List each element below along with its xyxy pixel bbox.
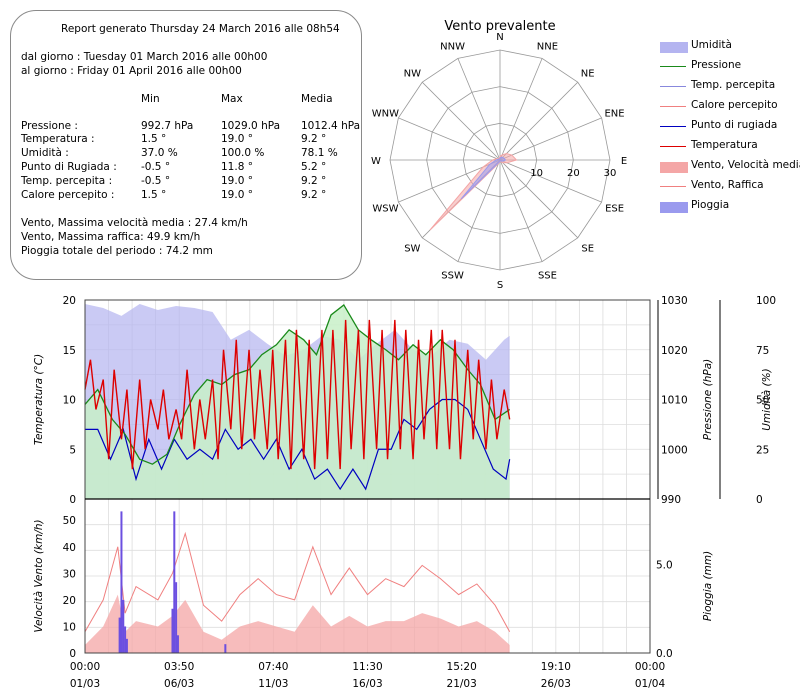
wind-rose-direction-label: SSE xyxy=(538,271,557,282)
column-header-min: Min xyxy=(141,93,160,105)
legend-item: Pioggia xyxy=(656,198,796,214)
gust-max: Vento, Massima raffica: 49.9 km/h xyxy=(21,231,201,243)
wind-rose-series xyxy=(429,152,518,231)
wind-rose-direction-label: S xyxy=(497,280,503,291)
stat-max: 1029.0 hPa xyxy=(221,120,281,132)
legend-label: Vento, Velocità media xyxy=(691,159,800,171)
column-header-max: Max xyxy=(221,93,243,105)
legend-line xyxy=(660,186,686,187)
legend-item: Temp. percepita xyxy=(656,78,796,94)
legend-item: Pressione xyxy=(656,58,796,74)
wind-rose-direction-label: WNW xyxy=(372,109,399,120)
rain-total: Pioggia totale del periodo : 74.2 mm xyxy=(21,245,213,257)
column-header-avg: Media xyxy=(301,93,333,105)
stat-max: 19.0 ° xyxy=(221,189,253,201)
stat-min: -0.5 ° xyxy=(141,175,171,187)
wind-avg-max: Vento, Massima velocità media : 27.4 km/… xyxy=(21,217,248,229)
wind-rose-direction-label: SE xyxy=(581,244,594,255)
legend-line xyxy=(660,106,686,107)
wind-rose-spoke xyxy=(499,159,543,262)
stat-max: 100.0 % xyxy=(221,147,265,159)
wind-rose-direction-label: N xyxy=(496,32,503,43)
period-to: al giorno : Friday 01 April 2016 alle 00… xyxy=(21,65,242,77)
legend-swatch xyxy=(660,42,688,53)
stat-min: 37.0 % xyxy=(141,147,178,159)
stat-label: Temperatura : xyxy=(21,133,95,145)
legend-label: Punto di rugiada xyxy=(691,119,778,131)
wind-rose-spoke xyxy=(457,58,501,161)
stat-label: Temp. percepita : xyxy=(21,175,113,187)
legend-line xyxy=(660,86,686,87)
wind-rose-spoke xyxy=(457,159,501,262)
wind-rose-direction-label: NE xyxy=(581,68,595,79)
legend-label: Calore percepito xyxy=(691,99,778,111)
wind-rose-spoke xyxy=(499,117,602,161)
stat-avg: 78.1 % xyxy=(301,147,338,159)
wind-rose-spoke xyxy=(499,159,602,203)
wind-rose-direction-label: SW xyxy=(404,244,420,255)
stat-min: 1.5 ° xyxy=(141,133,167,145)
stat-avg: 5.2 ° xyxy=(301,161,327,173)
legend-item: Vento, Velocità media xyxy=(656,158,800,174)
wind-rose-spoke xyxy=(499,58,543,161)
wind-rose-spoke xyxy=(499,159,579,239)
report-title: Report generato Thursday 24 March 2016 a… xyxy=(61,23,340,35)
wind-rose-tick-label: 20 xyxy=(567,168,580,179)
stat-avg: 9.2 ° xyxy=(301,175,327,187)
stat-max: 19.0 ° xyxy=(221,175,253,187)
stat-avg: 9.2 ° xyxy=(301,133,327,145)
legend-label: Pioggia xyxy=(691,199,730,211)
wind-rose-polygon xyxy=(460,156,507,200)
stat-min: 1.5 ° xyxy=(141,189,167,201)
legend-label: Vento, Raffica xyxy=(691,179,764,191)
wind-rose-spoke xyxy=(421,81,501,161)
wind-rose-direction-label: ENE xyxy=(604,109,624,120)
wind-rose-tick-label: 30 xyxy=(604,168,617,179)
wind-rose-direction-label: E xyxy=(621,156,627,167)
wind-rose-direction-label: ESE xyxy=(605,203,624,214)
period-from: dal giorno : Tuesday 01 March 2016 alle … xyxy=(21,51,268,63)
stat-avg: 1012.4 hPa xyxy=(301,120,361,132)
wind-rose-polygon xyxy=(429,152,518,231)
report-summary-panel: Report generato Thursday 24 March 2016 a… xyxy=(10,10,362,280)
stat-max: 11.8 ° xyxy=(221,161,253,173)
legend-swatch xyxy=(660,162,688,173)
legend-item: Punto di rugiada xyxy=(656,118,796,134)
wind-rose-direction-label: SSW xyxy=(441,271,464,282)
legend-label: Pressione xyxy=(691,59,742,71)
legend-item: Vento, Raffica xyxy=(656,178,796,194)
stat-min: 992.7 hPa xyxy=(141,120,194,132)
legend-item: Temperatura xyxy=(656,138,796,154)
legend-line xyxy=(660,66,686,67)
legend-swatch xyxy=(660,202,688,213)
stat-min: -0.5 ° xyxy=(141,161,171,173)
legend-label: Umidità xyxy=(691,39,732,51)
legend-line xyxy=(660,146,686,147)
wind-rose-spoke xyxy=(499,81,579,161)
legend-label: Temp. percepita xyxy=(691,79,776,91)
stat-avg: 9.2 ° xyxy=(301,189,327,201)
wind-rose-title: Vento prevalente xyxy=(444,19,555,34)
legend-item: Calore percepito xyxy=(656,98,796,114)
wind-rose-direction-label: NW xyxy=(404,68,421,79)
wind-rose-direction-label: NNW xyxy=(440,41,465,52)
legend-item: Umidità xyxy=(656,38,796,54)
wind-rose-labels: N NNE NE ENE E ESE SE SSE S SSW SW WSW W WNW NW NNW 10 20… xyxy=(371,32,627,291)
wind-rose-direction-label: W xyxy=(371,156,381,167)
legend-label: Temperatura xyxy=(691,139,758,151)
wind-rose-direction-label: NNE xyxy=(537,41,558,52)
stat-max: 19.0 ° xyxy=(221,133,253,145)
wind-rose-direction-label: WSW xyxy=(372,203,398,214)
stat-label: Pressione : xyxy=(21,120,78,132)
stat-label: Calore percepito : xyxy=(21,189,115,201)
wind-rose-spoke xyxy=(398,117,501,161)
stat-label: Punto di Rugiada : xyxy=(21,161,117,173)
stat-label: Umidità : xyxy=(21,147,69,159)
legend-line xyxy=(660,126,686,127)
wind-rose-tick-label: 10 xyxy=(530,168,543,179)
